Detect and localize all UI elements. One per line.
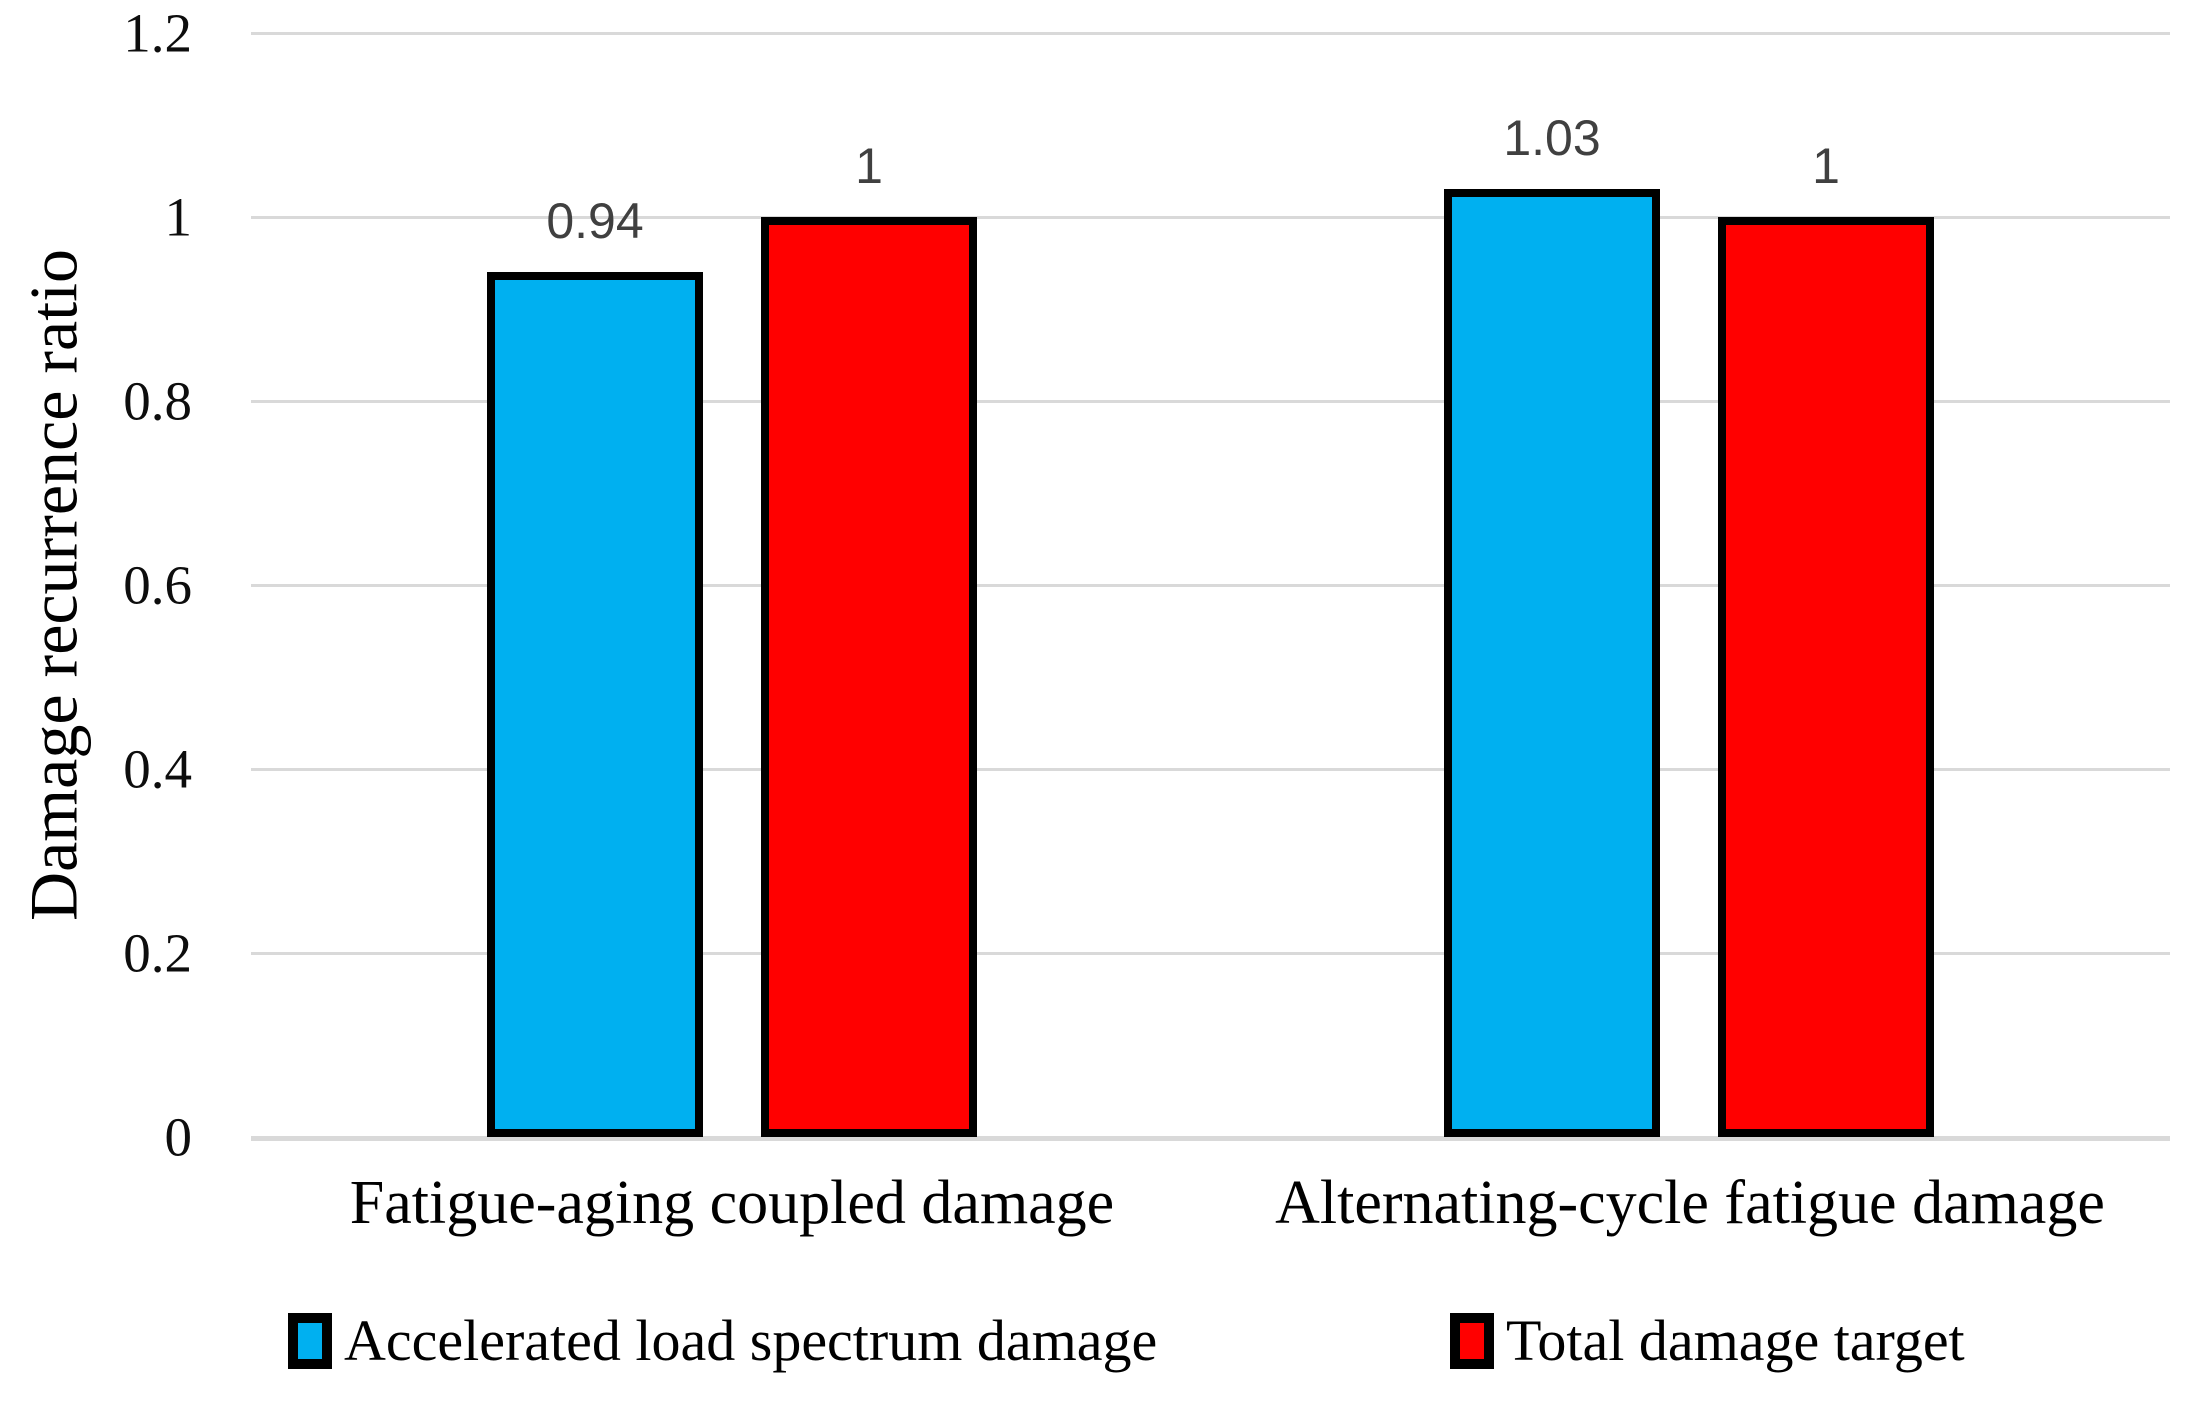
data-label-target-group2: 1 xyxy=(1812,138,1840,194)
data-label-accelerated-group1: 0.94 xyxy=(546,193,644,249)
data-label-target-group1: 1 xyxy=(855,138,883,194)
bar-target-group1 xyxy=(761,217,977,1137)
gridline-y-0.4 xyxy=(251,768,2170,771)
legend-label: Accelerated load spectrum damage xyxy=(344,1308,1158,1373)
gridline-y-0.8 xyxy=(251,400,2170,403)
y-tick-label-0.2: 0.2 xyxy=(123,922,192,984)
legend-item-target: Total damage target xyxy=(1450,1312,1965,1370)
gridline-y-0.2 xyxy=(251,952,2170,955)
legend-swatch-icon xyxy=(288,1313,332,1369)
legend-label: Total damage target xyxy=(1506,1308,1965,1373)
y-tick-label-0.8: 0.8 xyxy=(123,370,192,432)
y-tick-label-1: 1 xyxy=(164,186,193,248)
gridline-y-1.2 xyxy=(251,32,2170,35)
category-label-2: Alternating-cycle fatigue damage xyxy=(1275,1169,2105,1237)
y-tick-label-0.6: 0.6 xyxy=(123,554,192,616)
bar-accelerated-group1 xyxy=(487,272,703,1137)
legend-swatch-icon xyxy=(1450,1313,1494,1369)
gridline-y-0.6 xyxy=(251,584,2170,587)
y-tick-label-1.2: 1.2 xyxy=(123,2,192,64)
category-label-1: Fatigue-aging coupled damage xyxy=(349,1169,1115,1237)
data-label-accelerated-group2: 1.03 xyxy=(1503,110,1601,166)
gridline-y-0 xyxy=(251,1136,2170,1141)
bar-accelerated-group2 xyxy=(1444,189,1660,1137)
y-tick-label-0: 0 xyxy=(164,1106,193,1168)
y-tick-label-0.4: 0.4 xyxy=(123,738,192,800)
legend-item-accelerated: Accelerated load spectrum damage xyxy=(288,1312,1157,1370)
gridline-y-1 xyxy=(251,216,2170,219)
plot-area: 0.94 1 1.03 1 xyxy=(251,32,2170,1141)
bar-target-group2 xyxy=(1718,217,1934,1137)
